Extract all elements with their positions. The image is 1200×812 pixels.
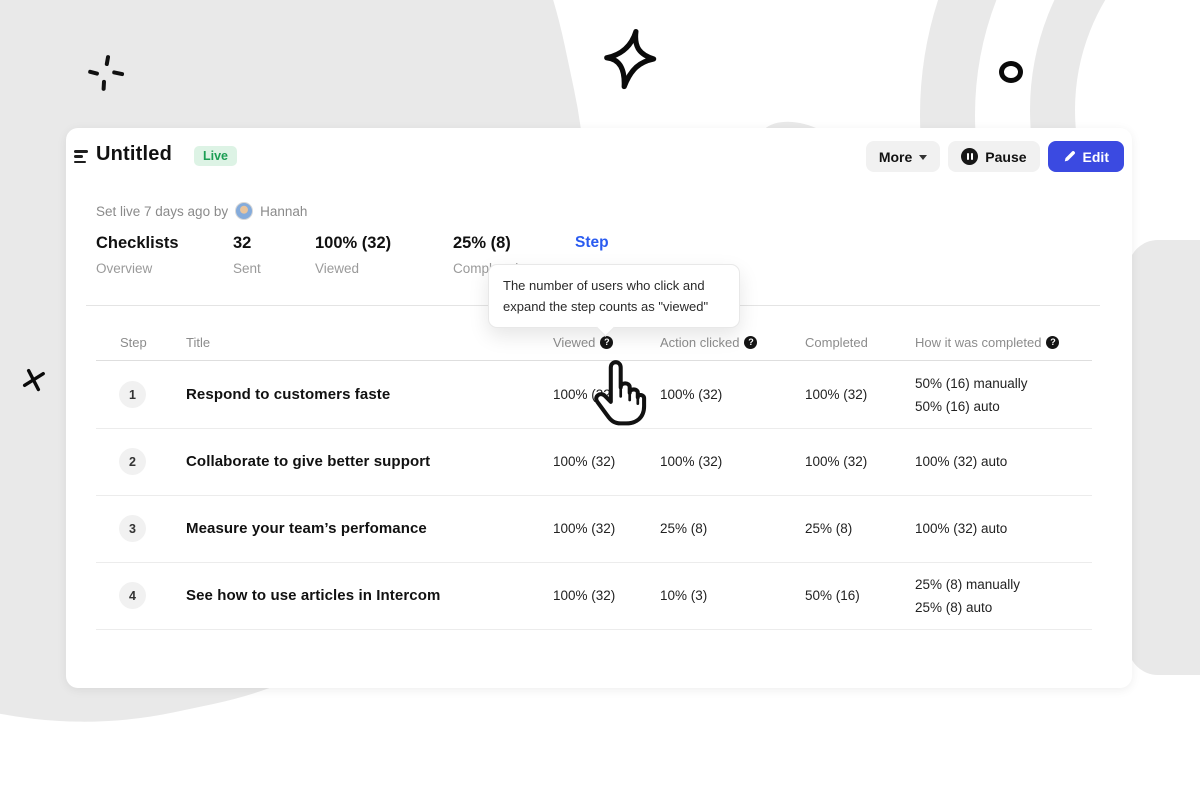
stat-value: Checklists [96, 234, 179, 252]
table-row: 2 Collaborate to give better support 100… [96, 428, 1092, 496]
sparkle-star-icon [604, 29, 657, 90]
byline-text: Set live 7 days ago by [96, 203, 229, 219]
x-doodle-icon [22, 368, 45, 392]
stat-label: Sent [233, 261, 261, 276]
tooltip-line: expand the step counts as "viewed" [503, 299, 709, 314]
action-clicked-value: 10% (3) [660, 588, 708, 603]
stat-overview[interactable]: Checklists Overview [96, 234, 233, 276]
question-mark-icon[interactable]: ? [600, 335, 614, 349]
step-title: See how to use articles in Intercom [186, 587, 441, 604]
step-number-badge: 2 [119, 448, 146, 475]
step-title: Collaborate to give better support [186, 453, 431, 470]
stat-value: 25% (8) [453, 234, 511, 252]
avatar [235, 202, 254, 220]
table-row: 4 See how to use articles in Intercom 10… [96, 562, 1092, 630]
action-clicked-value: 25% (8) [660, 521, 708, 536]
step-number-badge: 1 [119, 381, 146, 408]
step-title: Respond to customers faste [186, 386, 391, 403]
step-title: Measure your team’s perfomance [186, 520, 427, 537]
column-header-step: Step [120, 334, 147, 350]
more-button-label: More [878, 148, 913, 165]
stat-viewed: 100% (32) Viewed [315, 234, 453, 276]
tab-step[interactable]: Step [575, 234, 609, 251]
menu-icon[interactable] [74, 150, 90, 164]
column-header-action-clicked: Action clicked ? [660, 335, 805, 350]
action-clicked-value: 100% (32) [660, 387, 723, 402]
column-header-title: Title [186, 334, 211, 350]
status-badge: Live [194, 146, 238, 166]
byline: Set live 7 days ago by Hannah [96, 202, 307, 220]
background-blob [1128, 240, 1200, 675]
how-completed-value: 100% (32) auto [915, 521, 1008, 536]
column-header-how-completed: How it was completed ? [915, 335, 1092, 350]
completed-value: 100% (32) [805, 387, 868, 402]
step-number-badge: 4 [119, 582, 146, 609]
stat-value: 100% (32) [315, 234, 392, 252]
hand-pointer-cursor [594, 360, 647, 426]
more-button[interactable]: More [865, 141, 941, 172]
tooltip-line: The number of users who click and [503, 278, 705, 293]
author-name: Hannah [260, 203, 308, 219]
completed-value: 25% (8) [805, 521, 853, 536]
stat-label: Viewed [315, 261, 360, 276]
table-header: Step Title Viewed ? Action clicked ? Com… [96, 328, 1092, 356]
ring-doodle-icon [999, 61, 1023, 83]
completed-value: 100% (32) [805, 454, 868, 469]
viewed-value: 100% (32) [553, 588, 616, 603]
page-title: Untitled [96, 143, 173, 165]
stat-value: 32 [233, 234, 252, 252]
action-clicked-value: 100% (32) [660, 454, 723, 469]
checklist-report-card: Untitled Live More Pause Edit Set live 7… [66, 128, 1132, 688]
pause-button-label: Pause [985, 148, 1027, 165]
pause-button[interactable]: Pause [948, 141, 1040, 172]
how-completed-value: 100% (32) auto [915, 454, 1008, 469]
column-header-viewed: Viewed ? [553, 335, 660, 350]
table-row: 3 Measure your team’s perfomance 100% (3… [96, 495, 1092, 563]
viewed-value: 100% (32) [553, 521, 616, 536]
pencil-icon [1064, 151, 1075, 162]
how-completed-value: 50% (16) manually 50% (16) auto [915, 375, 1028, 414]
crosshair-doodle-icon [86, 53, 126, 95]
how-completed-value: 25% (8) manually 25% (8) auto [915, 576, 1021, 615]
question-mark-icon[interactable]: ? [1046, 335, 1060, 349]
step-number-badge: 3 [119, 515, 146, 542]
divider [96, 360, 1092, 361]
edit-button-label: Edit [1082, 148, 1109, 165]
chevron-down-icon [919, 154, 928, 160]
stats-row: Checklists Overview 32 Sent 100% (32) Vi… [96, 234, 609, 276]
edit-button[interactable]: Edit [1047, 141, 1124, 172]
toolbar: More Pause Edit [865, 141, 1124, 172]
stat-sent: 32 Sent [233, 234, 315, 276]
viewed-help-tooltip: The number of users who click and expand… [488, 264, 740, 328]
question-mark-icon[interactable]: ? [744, 335, 758, 349]
pause-circle-icon [961, 148, 979, 165]
column-header-completed: Completed [805, 334, 868, 350]
stat-label: Overview [96, 261, 153, 276]
completed-value: 50% (16) [805, 588, 860, 603]
viewed-value: 100% (32) [553, 454, 616, 469]
